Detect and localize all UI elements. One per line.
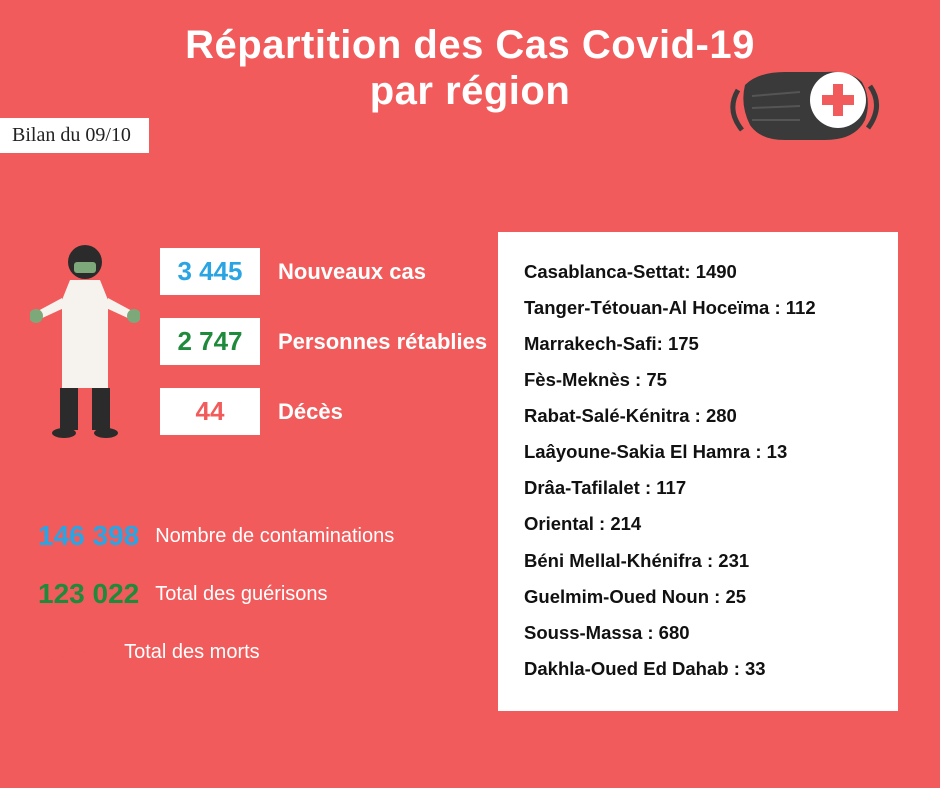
title-line2: par région <box>370 69 571 113</box>
title-line1: Répartition des Cas Covid-19 <box>185 23 755 67</box>
stat-label-new-cases: Nouveaux cas <box>278 259 426 285</box>
region-line: Fès-Meknès : 75 <box>524 362 876 398</box>
stat-label-recovered: Personnes rétablies <box>278 329 487 355</box>
stat-deaths: 44 Décès <box>160 388 343 435</box>
region-line: Casablanca-Settat: 1490 <box>524 254 876 290</box>
total-label-guerisons: Total des guérisons <box>155 583 327 606</box>
total-guerisons: 123 022 Total des guérisons <box>38 578 328 610</box>
region-line: Drâa-Tafilalet : 117 <box>524 470 876 506</box>
stat-value-deaths: 44 <box>160 388 260 435</box>
stat-new-cases: 3 445 Nouveaux cas <box>160 248 426 295</box>
region-line: Rabat-Salé-Kénitra : 280 <box>524 398 876 434</box>
region-line: Guelmim-Oued Noun : 25 <box>524 579 876 615</box>
total-label-morts: Total des morts <box>124 641 260 664</box>
stat-value-recovered: 2 747 <box>160 318 260 365</box>
doctor-person-icon <box>30 240 140 440</box>
region-line: Dakhla-Oued Ed Dahab : 33 <box>524 651 876 687</box>
date-badge: Bilan du 09/10 <box>0 118 149 153</box>
total-morts: 2 530 Total des morts <box>38 636 260 668</box>
stat-label-deaths: Décès <box>278 399 343 425</box>
stat-recovered: 2 747 Personnes rétablies <box>160 318 487 365</box>
region-line: Oriental : 214 <box>524 506 876 542</box>
region-line: Tanger-Tétouan-Al Hoceïma : 112 <box>524 290 876 326</box>
total-value-morts: 2 530 <box>38 636 108 668</box>
total-label-contaminations: Nombre de contaminations <box>155 525 394 548</box>
stat-value-new-cases: 3 445 <box>160 248 260 295</box>
region-line: Marrakech-Safi: 175 <box>524 326 876 362</box>
region-panel: Casablanca-Settat: 1490 Tanger-Tétouan-A… <box>498 232 898 711</box>
total-value-guerisons: 123 022 <box>38 578 139 610</box>
total-contaminations: 146 398 Nombre de contaminations <box>38 520 394 552</box>
region-line: Béni Mellal-Khénifra : 231 <box>524 543 876 579</box>
mask-plus-icon <box>730 60 880 150</box>
region-line: Souss-Massa : 680 <box>524 615 876 651</box>
region-line: Laâyoune-Sakia El Hamra : 13 <box>524 434 876 470</box>
total-value-contaminations: 146 398 <box>38 520 139 552</box>
